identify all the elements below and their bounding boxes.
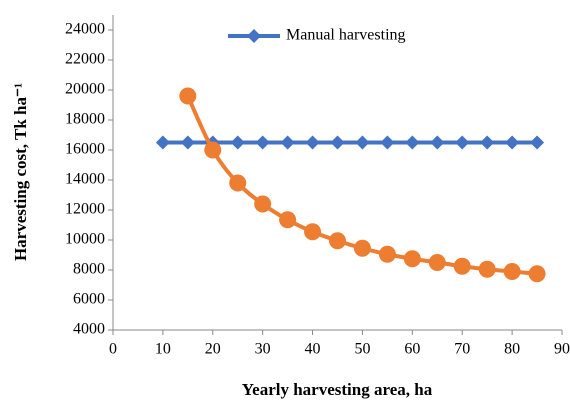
diamond-marker (430, 135, 445, 150)
y-tick-label: 20000 (65, 81, 105, 98)
circle-marker (353, 239, 371, 257)
x-tick-label: 60 (404, 341, 420, 358)
y-tick-label: 14000 (65, 171, 105, 188)
diamond-marker (355, 135, 370, 150)
diamond-marker (380, 135, 395, 150)
y-tick-label: 18000 (65, 111, 105, 128)
x-tick-label: 40 (305, 341, 321, 358)
x-tick-label: 0 (109, 341, 117, 358)
legend-label: Manual harvesting (286, 27, 406, 44)
diamond-marker (180, 135, 195, 150)
diamond-marker (505, 135, 520, 150)
circle-marker (453, 257, 471, 275)
x-tick-label: 70 (454, 341, 470, 358)
diamond-marker (280, 135, 295, 150)
x-axis-title: Yearly harvesting area, ha (242, 380, 433, 399)
circle-marker (528, 265, 546, 283)
y-tick-label: 22000 (65, 51, 105, 68)
x-tick-label: 30 (255, 341, 271, 358)
diamond-marker (305, 135, 320, 150)
y-axis-title: Harvesting cost, Tk ha⁻¹ (11, 83, 30, 261)
x-tick-label: 10 (155, 341, 171, 358)
x-tick-label: 80 (504, 341, 520, 358)
circle-marker (478, 260, 496, 278)
circle-marker (503, 263, 521, 280)
legend-marker (247, 29, 261, 43)
x-tick-label: 90 (554, 341, 570, 358)
circle-marker (329, 232, 346, 250)
diamond-marker (255, 135, 270, 150)
diamond-marker (455, 135, 470, 150)
circle-marker (304, 223, 322, 241)
diamond-marker (330, 135, 345, 150)
y-tick-label: 6000 (73, 291, 105, 308)
x-tick-label: 50 (354, 341, 370, 358)
circle-marker (204, 141, 222, 159)
diamond-marker (405, 135, 420, 150)
circle-marker (378, 245, 396, 263)
diamond-marker (155, 135, 170, 150)
y-tick-label: 16000 (65, 141, 105, 158)
y-tick-label: 10000 (65, 231, 105, 248)
y-tick-label: 24000 (65, 21, 105, 38)
circle-marker (279, 211, 297, 229)
circle-marker (179, 87, 197, 105)
y-tick-label: 8000 (73, 261, 105, 278)
diamond-marker (230, 135, 245, 150)
circle-marker (428, 254, 446, 271)
diamond-marker (480, 135, 495, 150)
y-tick-label: 12000 (65, 201, 105, 218)
circle-marker (254, 195, 272, 213)
x-tick-label: 20 (205, 341, 221, 358)
y-tick-label: 4000 (73, 321, 105, 338)
diamond-marker (530, 135, 545, 150)
circle-marker (403, 250, 421, 268)
circle-marker (229, 174, 247, 192)
